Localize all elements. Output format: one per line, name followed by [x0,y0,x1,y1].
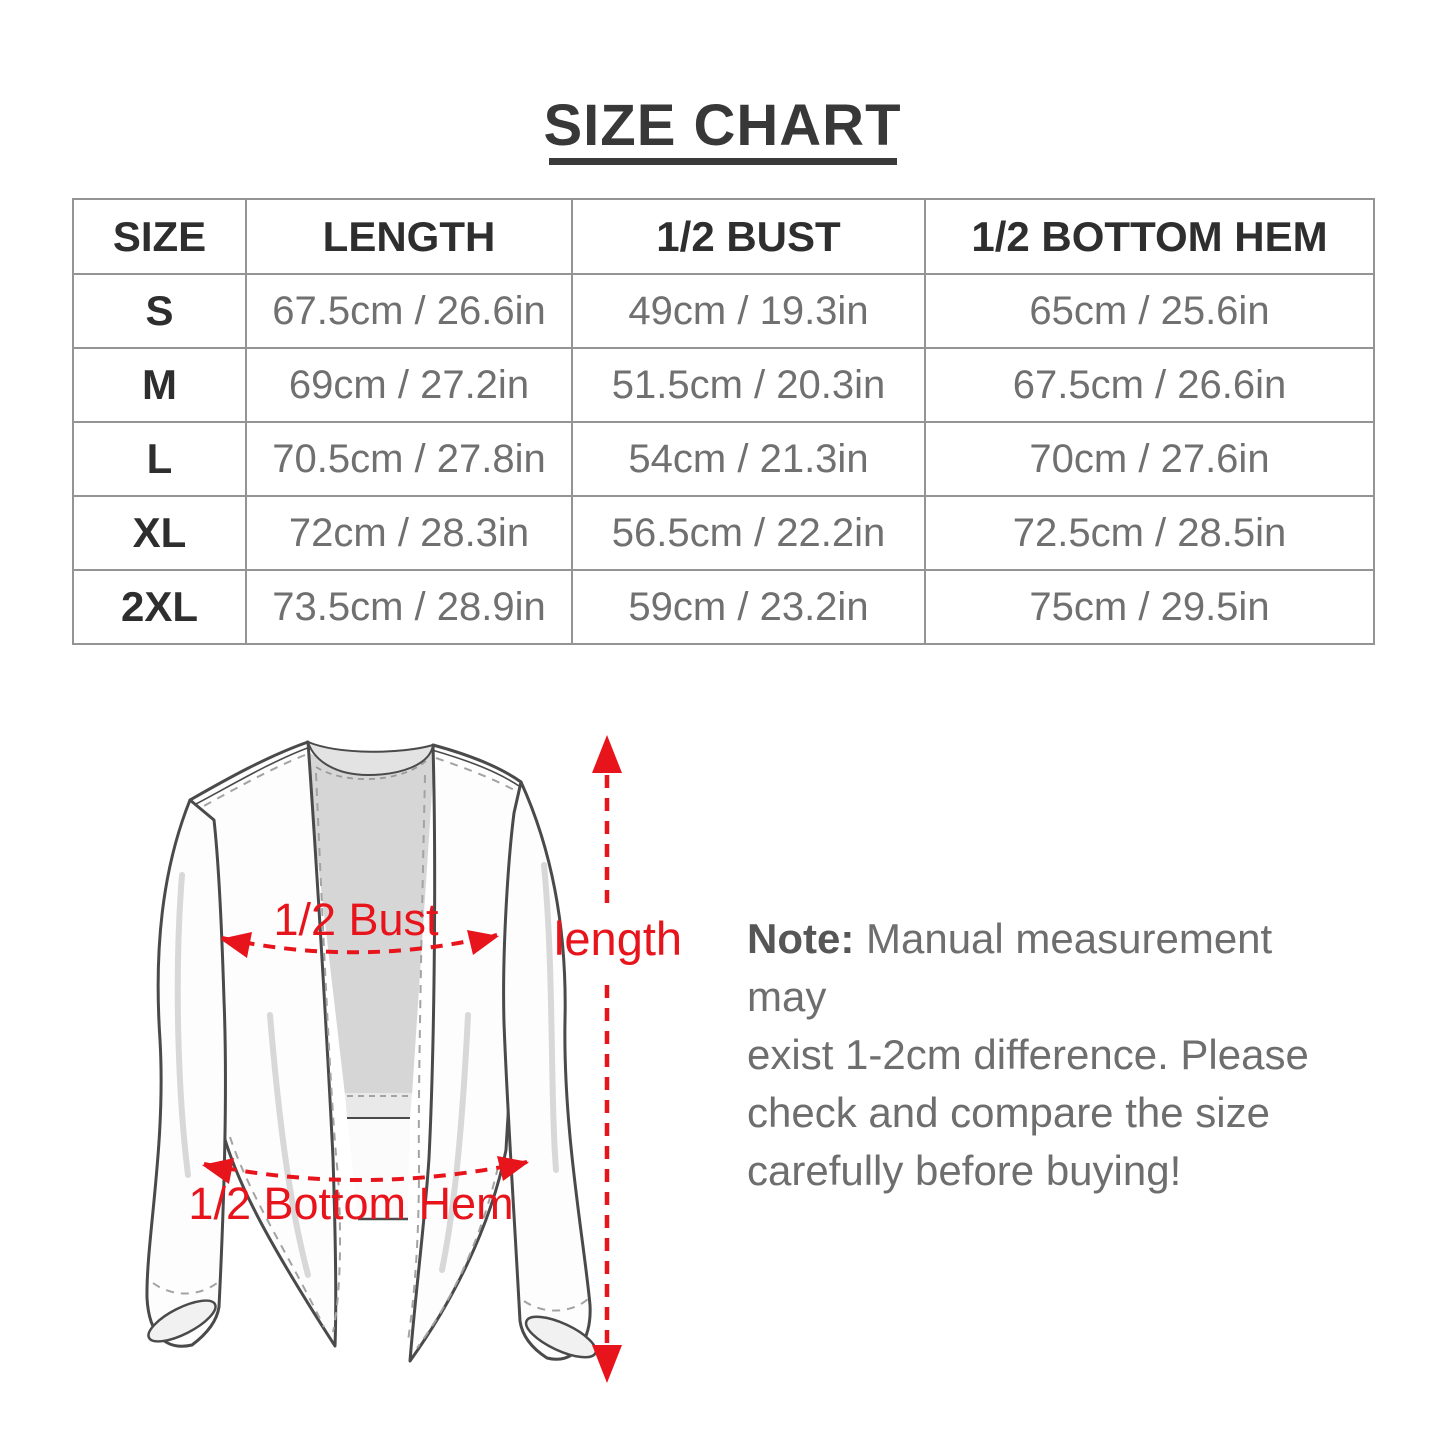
seam-lines [201,754,517,1349]
length-cell: 70.5cm / 27.8in [245,421,573,497]
half-bust-cell: 49cm / 19.3in [571,273,926,349]
half-bust-cell: 54cm / 21.3in [571,421,926,497]
length-cell: 72cm / 28.3in [245,495,573,571]
collar [306,740,435,780]
half-bottom-hem-cell: 67.5cm / 26.6in [924,347,1375,423]
half-bust-cell: 51.5cm / 20.3in [571,347,926,423]
note-line: check and compare the size [747,1089,1270,1136]
page-title: SIZE CHART [543,93,902,158]
bottom-hem-arrow [202,1156,529,1184]
half-bust-cell: 59cm / 23.2in [571,569,926,645]
half-bust-cell: 56.5cm / 22.2in [571,495,926,571]
size-chart-table: SIZE LENGTH 1/2 BUST 1/2 BOTTOM HEM S 67… [72,198,1375,645]
bust-label: 1/2 Bust [273,894,439,945]
sleeves [145,780,598,1361]
bottom-hem-label: 1/2 Bottom Hem [188,1178,513,1229]
length-cell: 67.5cm / 26.6in [245,273,573,349]
left-sleeve [145,798,227,1348]
size-cell: 2XL [72,569,247,645]
length-cell: 73.5cm / 28.9in [245,569,573,645]
header-size: SIZE [72,198,247,275]
fold-shading [174,862,559,1278]
bust-arrow [220,930,499,958]
size-cell: M [72,347,247,423]
inner-shirt [305,747,435,1221]
length-label: length [554,912,682,965]
table-row: 2XL 73.5cm / 28.9in 59cm / 23.2in 75cm /… [72,569,1375,645]
note-line: Note: Manual measurement may [747,915,1273,1020]
note-line: exist 1-2cm difference. Please [747,1031,1309,1078]
table-row: XL 72cm / 28.3in 56.5cm / 22.2in 72.5cm … [72,495,1375,571]
half-bottom-hem-cell: 72.5cm / 28.5in [924,495,1375,571]
note-line: carefully before buying! [747,1147,1182,1194]
left-cuff-opening [147,1299,217,1343]
header-half-bottom-hem: 1/2 BOTTOM HEM [924,198,1375,275]
table-row: M 69cm / 27.2in 51.5cm / 20.3in 67.5cm /… [72,347,1375,423]
length-arrow [592,735,622,1383]
garment-illustration: 1/2 Bust length 1/2 Bottom Hem [145,735,682,1383]
length-cell: 69cm / 27.2in [245,347,573,423]
header-length: LENGTH [245,198,573,275]
size-cell: L [72,421,247,497]
half-bottom-hem-cell: 75cm / 29.5in [924,569,1375,645]
header-half-bust: 1/2 BUST [571,198,926,275]
table-header-row: SIZE LENGTH 1/2 BUST 1/2 BOTTOM HEM [72,198,1375,275]
title-underline [549,158,897,165]
note-prefix: Note: [747,915,855,962]
right-sleeve [502,780,592,1361]
size-cell: XL [72,495,247,571]
size-cell: S [72,273,247,349]
half-bottom-hem-cell: 65cm / 25.6in [924,273,1375,349]
table-row: L 70.5cm / 27.8in 54cm / 21.3in 70cm / 2… [72,421,1375,497]
table-row: S 67.5cm / 26.6in 49cm / 19.3in 65cm / 2… [72,273,1375,349]
half-bottom-hem-cell: 70cm / 27.6in [924,421,1375,497]
measurement-note: Note: Manual measurement may exist 1-2cm… [747,910,1347,1200]
